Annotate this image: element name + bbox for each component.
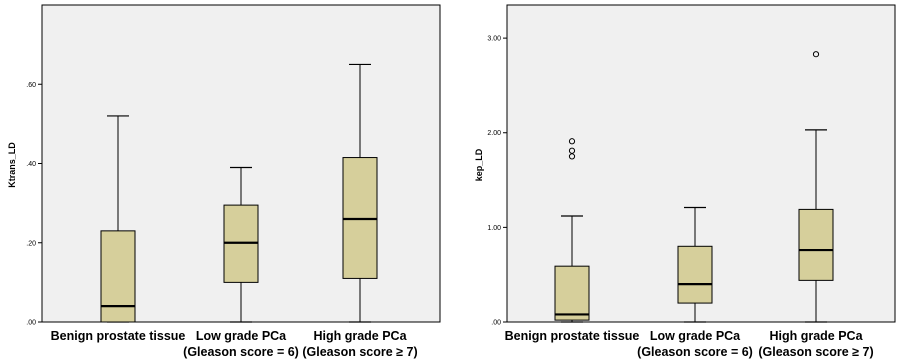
category-label: Low grade PCa <box>196 329 287 343</box>
category-label: (Gleason score = 6) <box>183 345 299 359</box>
box <box>677 245 713 304</box>
box-group <box>100 115 136 323</box>
box <box>554 265 590 321</box>
y-tick-label: .20 <box>26 240 36 247</box>
y-tick-label: 2.00 <box>487 130 501 137</box>
outlier-point <box>568 138 576 145</box>
category-label: High grade PCa <box>769 329 863 343</box>
box <box>100 230 136 323</box>
box <box>798 208 834 281</box>
outlier-point <box>812 51 820 58</box>
chart-kep: .00 1.00 2.00 3.00 kep_LD Benign prostate tis… <box>474 4 896 359</box>
box-group <box>342 63 378 323</box>
category-label: (Gleason score ≥ 7) <box>758 345 873 359</box>
category-label: Low grade PCa <box>650 329 741 343</box>
category-label: Benign prostate tissue <box>505 329 640 343</box>
outlier-point <box>568 147 576 154</box>
category-label: High grade PCa <box>313 329 407 343</box>
box-group <box>554 138 590 323</box>
y-tick-label: 1.00 <box>487 225 501 232</box>
box-group <box>223 166 259 323</box>
category-label: Benign prostate tissue <box>51 329 186 343</box>
box-group <box>677 206 713 323</box>
y-axis-label: Ktrans_LD <box>7 142 17 188</box>
y-tick-label: .40 <box>26 161 36 168</box>
y-tick-label: .60 <box>26 82 36 89</box>
y-axis-label: kep_LD <box>474 148 484 181</box>
y-tick-label: 3.00 <box>487 36 501 43</box>
box-group <box>798 51 834 323</box>
category-label: (Gleason score ≥ 7) <box>302 345 417 359</box>
y-tick-label: .00 <box>26 320 36 327</box>
y-tick-label: .00 <box>491 320 501 327</box>
chart-ktrans: .00 .20 .40 .60 Ktrans_LD Benign prostate tis… <box>7 4 441 359</box>
category-label: (Gleason score = 6) <box>637 345 753 359</box>
